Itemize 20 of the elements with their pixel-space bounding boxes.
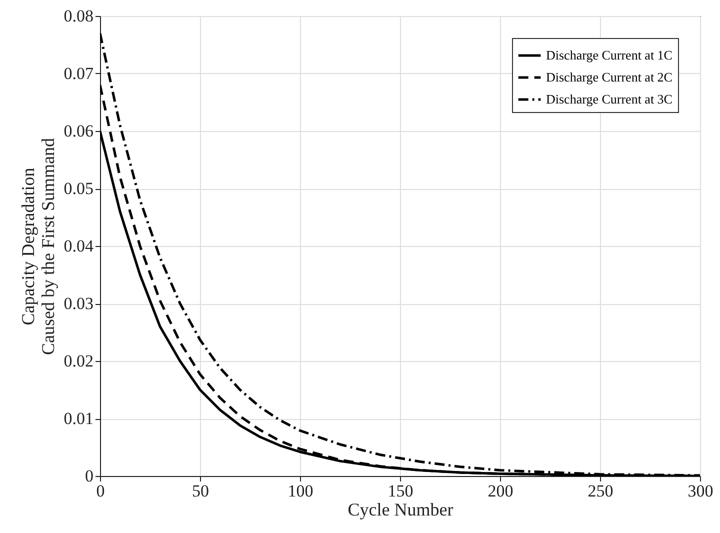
y-tick-label: 0.04 [64,236,94,256]
y-tick-label: 0.02 [64,352,94,370]
y-tick-label: 0.07 [64,64,94,83]
x-tick-label: 300 [688,482,714,500]
x-tick-label: 150 [388,482,414,500]
legend-label: Discharge Current at 2C [546,70,672,84]
x-axis-title: Cycle Number [348,500,454,520]
x-tick-label: 100 [288,482,314,500]
y-tick-label: 0 [85,466,94,486]
y-axis-title: Capacity Degradation Caused by the First Summand [18,138,58,355]
y-tick-label: 0.06 [64,122,94,140]
x-tick-label: 250 [588,482,614,500]
y-tick-label: 0.08 [64,6,94,26]
legend-label: Discharge Current at 1C [546,48,672,62]
legend-label: Discharge Current at 3C [546,92,672,106]
y-tick-label: 0.01 [64,409,94,428]
y-tick-label: 0.03 [64,294,94,313]
y-tick-label: 0.05 [64,179,94,198]
x-tick-label: 200 [488,482,514,500]
x-tick-label: 50 [192,482,209,500]
